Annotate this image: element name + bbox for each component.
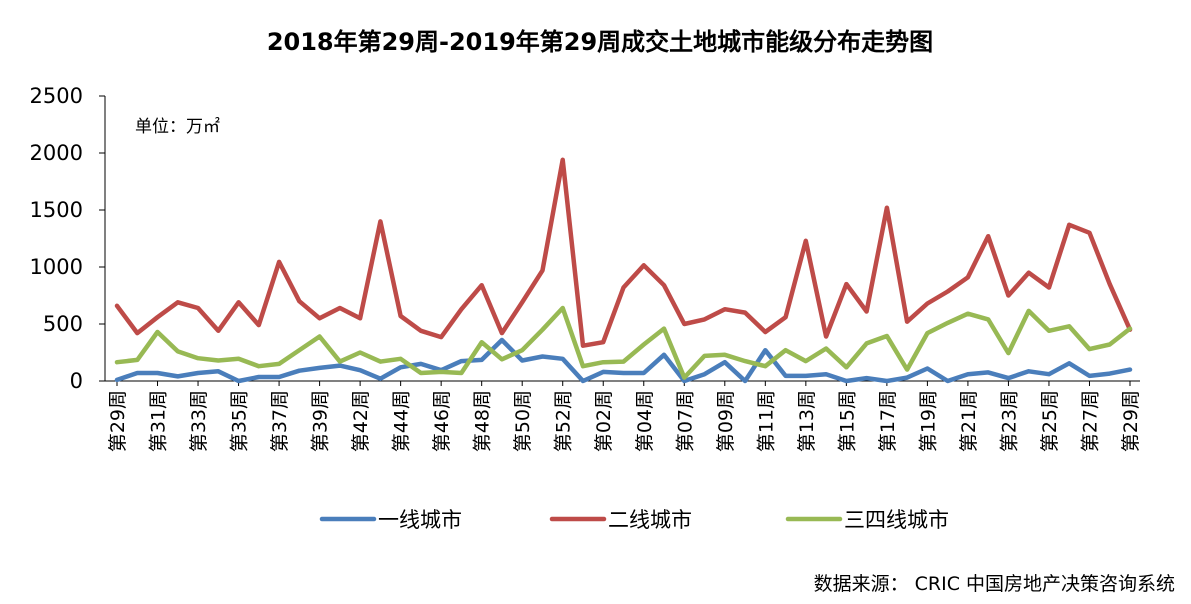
- x-tick-label: 第13周: [796, 390, 818, 452]
- legend: 一线城市 二线城市 三四线城市: [319, 508, 949, 532]
- x-tick-label: 第46周: [431, 390, 453, 452]
- x-tick-label: 第50周: [512, 390, 534, 452]
- y-tick-label: 1500: [30, 198, 83, 222]
- x-tick-label: 第29周: [1120, 390, 1142, 452]
- x-tick-label: 第09周: [715, 390, 737, 452]
- x-tick-label: 第21周: [958, 390, 980, 452]
- x-tick-label: 第37周: [269, 390, 291, 452]
- x-tick-label: 第17周: [877, 390, 899, 452]
- series-lines: [114, 157, 1133, 384]
- x-tick-label: 第11周: [755, 390, 777, 452]
- x-tick-label: 第33周: [188, 390, 210, 452]
- x-tick-label: 第42周: [350, 390, 372, 452]
- x-tick-label: 第27周: [1079, 390, 1101, 452]
- x-tick-label: 第31周: [148, 390, 170, 452]
- x-tick-label: 第07周: [674, 390, 696, 452]
- legend-label-3: 三四线城市: [844, 508, 949, 532]
- chart-title: 2018年第29周-2019年第29周成交土地城市能级分布走势图: [267, 28, 933, 56]
- x-tick-label: 第25周: [1039, 390, 1061, 452]
- x-tick-label: 第39周: [310, 390, 332, 452]
- x-tick-label: 第15周: [836, 390, 858, 452]
- x-tick-label: 第52周: [553, 390, 575, 452]
- x-tick-label: 第35周: [229, 390, 251, 452]
- legend-label-1: 一线城市: [378, 508, 462, 532]
- y-axis-ticks: 0 500 1000 1500 2000 2500: [30, 84, 105, 393]
- x-tick-label: 第04周: [634, 390, 656, 452]
- series-line-2: [114, 157, 1133, 348]
- x-tick-label: 第02周: [593, 390, 615, 452]
- series-line-1: [114, 337, 1133, 384]
- x-tick-label: 第48周: [472, 390, 494, 452]
- y-tick-label: 500: [43, 312, 83, 336]
- y-tick-label: 2500: [30, 84, 83, 108]
- x-tick-label: 第23周: [998, 390, 1020, 452]
- x-axis-ticks: 第29周 第31周 第33周 第35周 第37周 第39周 第42周 第44周 第46周 第48周…: [107, 381, 1142, 452]
- x-tick-label: 第19周: [917, 390, 939, 452]
- y-tick-label: 2000: [30, 141, 83, 165]
- source-note: 数据来源： CRIC 中国房地产决策咨询系统: [814, 573, 1175, 595]
- series-line-3: [114, 305, 1133, 380]
- legend-label-2: 二线城市: [608, 508, 692, 532]
- x-tick-label: 第44周: [391, 390, 413, 452]
- x-tick-label: 第29周: [107, 390, 129, 452]
- unit-note: 单位：万㎡: [135, 117, 220, 137]
- y-tick-label: 0: [70, 369, 83, 393]
- y-tick-label: 1000: [30, 255, 83, 279]
